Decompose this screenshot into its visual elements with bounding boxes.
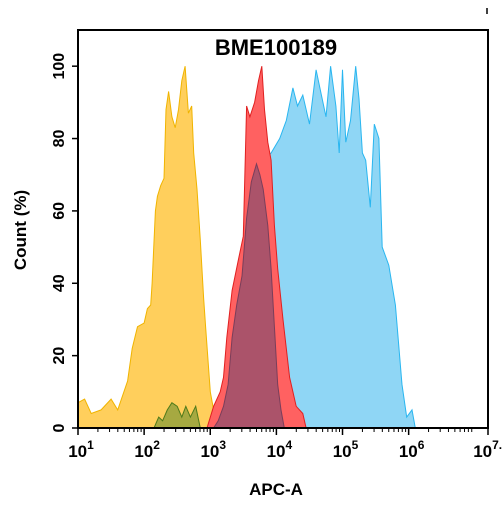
x-tick-label: 105: [333, 438, 359, 461]
histogram-series-5: [153, 401, 201, 429]
y-axis-label: Count (%): [11, 190, 30, 270]
histogram-series-4: [212, 162, 285, 429]
x-tick-label: 102: [134, 438, 160, 461]
y-tick-label: 80: [51, 130, 68, 148]
x-tick-label: 106: [399, 438, 425, 461]
x-tick-label: 107.2: [473, 438, 502, 461]
y-tick-label: 0: [51, 423, 68, 432]
x-tick-label: 103: [200, 438, 226, 461]
y-tick-label: 40: [51, 274, 68, 292]
y-tick-label: 60: [51, 202, 68, 220]
x-axis-ticks: 101 102 103 104 105 106 107.2: [68, 428, 502, 461]
x-axis-label: APC-A: [249, 480, 303, 499]
plot-frame: [77, 29, 489, 429]
y-axis-ticks: 0 20 40 60 80 100: [51, 53, 78, 432]
chart-title: BME100189: [215, 35, 337, 60]
histogram-series-1: [77, 66, 218, 429]
x-tick-label: 104: [267, 438, 293, 461]
x-tick-label: 101: [68, 438, 94, 461]
y-tick-label: 100: [51, 53, 68, 80]
y-tick-label: 20: [51, 347, 68, 365]
histogram-series: [77, 66, 416, 429]
